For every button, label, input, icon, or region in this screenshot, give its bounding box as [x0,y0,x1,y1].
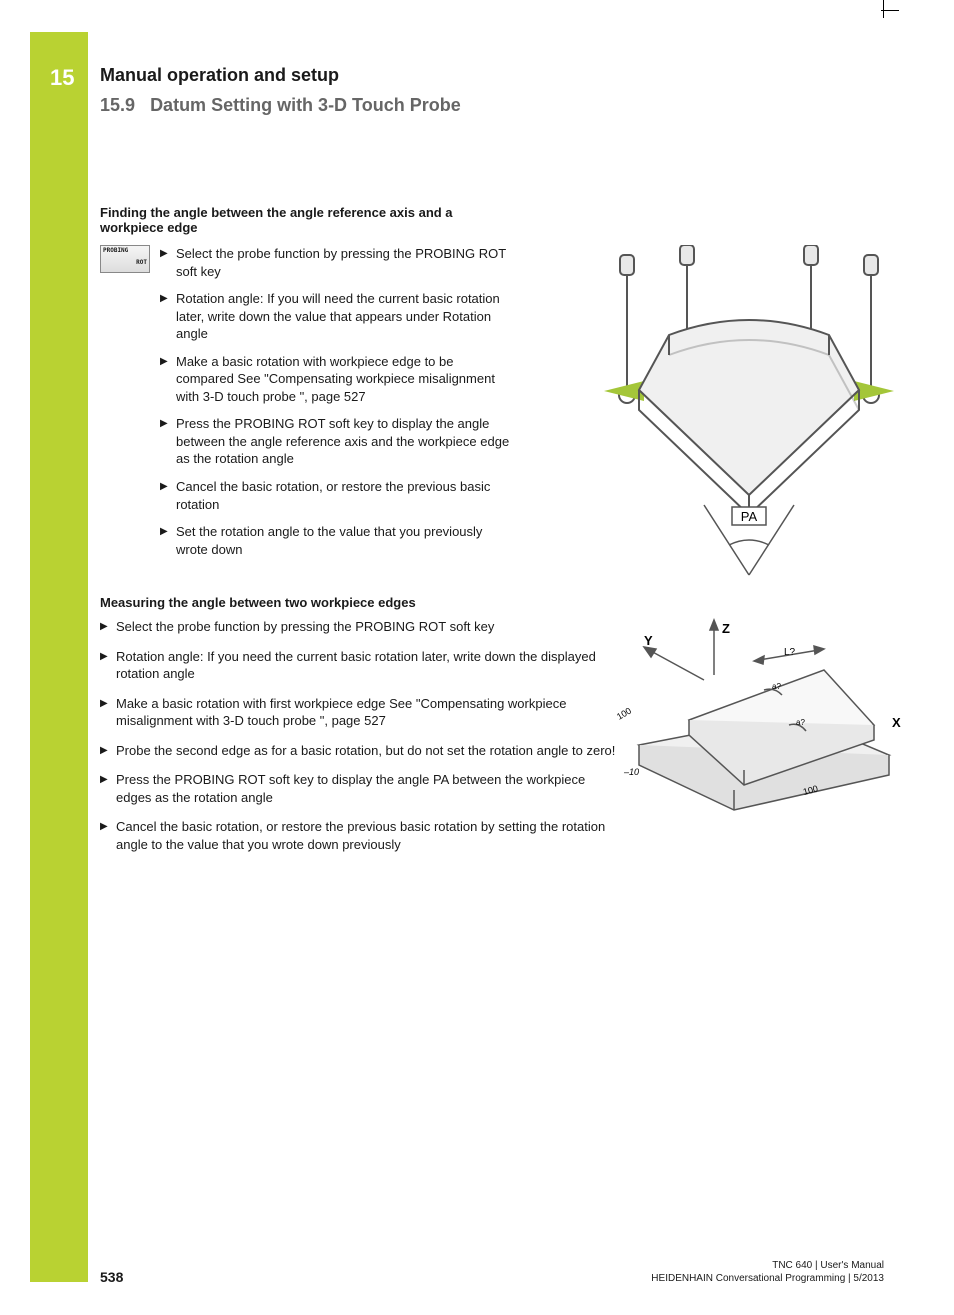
section-name: Datum Setting with 3-D Touch Probe [150,95,461,115]
section-title: 15.9 Datum Setting with 3-D Touch Probe [100,95,461,116]
list-item: ▶Rotation angle: If you need the current… [100,648,620,683]
list-item: ▶Make a basic rotation with first workpi… [100,695,620,730]
list-text: Cancel the basic rotation, or restore th… [176,478,510,513]
list-item: ▶Select the probe function by pressing t… [100,618,620,636]
subheading-2: Measuring the angle between two workpiec… [100,595,640,610]
crop-mark-h [881,10,899,11]
bullet-icon: ▶ [100,695,116,730]
content-area: Finding the angle between the angle refe… [100,205,890,243]
list-text: Press the PROBING ROT soft key to displa… [176,415,510,468]
fig1-pa-label: PA [741,509,758,524]
fig2-100a: 100 [615,706,633,722]
chapter-title: Manual operation and setup [100,65,339,86]
list-text: Select the probe function by pressing th… [176,245,510,280]
footer: TNC 640 | User's Manual HEIDENHAIN Conve… [651,1259,884,1285]
list-item: ▶Press the PROBING ROT soft key to displ… [160,415,510,468]
list-text: Rotation angle: If you need the current … [116,648,620,683]
fig2-a1: a? [772,682,781,691]
bullet-icon: ▶ [160,478,176,513]
figure-probe-angle: PA [594,245,904,585]
list-item: ▶Cancel the basic rotation, or restore t… [100,818,620,853]
section2: Measuring the angle between two workpiec… [100,595,640,865]
subheading-1: Finding the angle between the angle refe… [100,205,500,235]
bullet-icon: ▶ [100,771,116,806]
list-item: ▶Make a basic rotation with workpiece ed… [160,353,510,406]
list-text: Rotation angle: If you will need the cur… [176,290,510,343]
page-number: 538 [100,1269,123,1285]
bullet-icon: ▶ [100,618,116,636]
fig2-a2: a? [796,718,805,727]
list-item: ▶Set the rotation angle to the value tha… [160,523,510,558]
list-text: Press the PROBING ROT soft key to displa… [116,771,620,806]
list-item: ▶Rotation angle: If you will need the cu… [160,290,510,343]
bullet-icon: ▶ [100,742,116,760]
list-text: Make a basic rotation with first workpie… [116,695,620,730]
fig2-l: L? [784,647,796,658]
bullet-icon: ▶ [160,523,176,558]
fig2-y: Y [644,633,653,648]
chapter-number: 15 [50,65,74,91]
fig2-z: Z [722,621,730,636]
list-text: Cancel the basic rotation, or restore th… [116,818,620,853]
list-item: ▶Press the PROBING ROT soft key to displ… [100,771,620,806]
fig2-m10: –10 [623,767,639,777]
list1-container: ▶Select the probe function by pressing t… [100,245,510,568]
bullet-icon: ▶ [160,415,176,468]
section-number: 15.9 [100,95,135,115]
bullet-icon: ▶ [160,290,176,343]
crop-mark-v [883,0,884,18]
fig2-x: X [892,715,901,730]
list-item: ▶Cancel the basic rotation, or restore t… [160,478,510,513]
bullet-icon: ▶ [100,818,116,853]
list-item: ▶Probe the second edge as for a basic ro… [100,742,620,760]
chapter-sidebar [30,32,88,1282]
bullet-icon: ▶ [160,353,176,406]
list-text: Make a basic rotation with workpiece edg… [176,353,510,406]
bullet-icon: ▶ [100,648,116,683]
footer-line1: TNC 640 | User's Manual [651,1259,884,1272]
bullet-icon: ▶ [160,245,176,280]
list-text: Select the probe function by pressing th… [116,618,620,636]
footer-line2: HEIDENHAIN Conversational Programming | … [651,1272,884,1285]
list-text: Probe the second edge as for a basic rot… [116,742,620,760]
list-text: Set the rotation angle to the value that… [176,523,510,558]
list-item: ▶Select the probe function by pressing t… [160,245,510,280]
figure-workpiece-3d: Z Y X L? a? a? 100 100 –10 [594,615,904,825]
